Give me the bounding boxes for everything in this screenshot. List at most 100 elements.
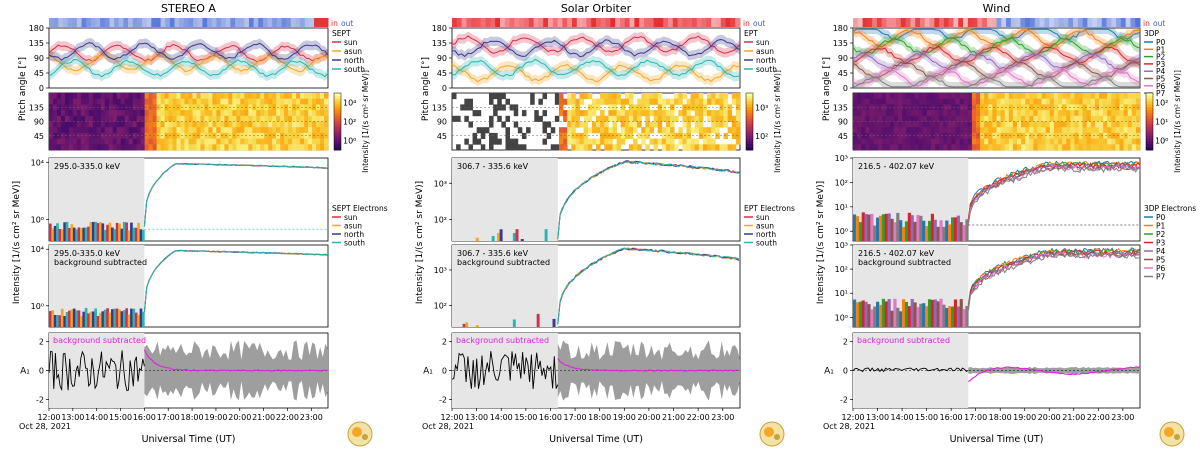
spectro-cell (292, 127, 297, 134)
spectro-cell (971, 138, 977, 145)
spectro-cell (1012, 121, 1018, 128)
spectro-cell (914, 115, 919, 122)
spectro-cell (108, 121, 114, 128)
spectro-cell (930, 121, 936, 128)
spectro-cell (1107, 110, 1112, 117)
spectro-cell (256, 115, 261, 122)
spectro-cell (702, 98, 708, 105)
spectro-cell (1033, 127, 1038, 134)
spectro-cell (947, 98, 952, 105)
pitch-line-south (48, 58, 329, 78)
spectro-cell (910, 115, 915, 122)
anisotropy-pre-trace (852, 367, 969, 373)
spectro-cell (1037, 127, 1042, 134)
spectro-cell (633, 121, 638, 128)
spectro-cell (906, 104, 911, 111)
polarity-bar-cell (1029, 18, 1036, 27)
spectro-cell (464, 104, 469, 111)
spectro-cell (922, 98, 928, 105)
colorbar-cell (334, 107, 341, 111)
spectro-cell (583, 121, 589, 128)
spectro-cell (68, 138, 74, 145)
spectro-cell (1070, 127, 1075, 134)
spectro-cell (926, 110, 932, 117)
spectro-cell (665, 98, 671, 105)
pitch-line-P4 (852, 52, 1141, 71)
spectro-cell (910, 104, 915, 111)
spectro-cell (633, 110, 638, 117)
spectro-cell (1111, 93, 1116, 100)
spectro-cell (600, 121, 605, 128)
background-bar (919, 215, 923, 241)
polarity-bar-cell (155, 18, 162, 27)
intensity-legend-P0: P0 (1156, 213, 1166, 222)
polarity-bar-cell (648, 18, 655, 27)
spectro-cell (1025, 115, 1030, 122)
spectro-cell (456, 115, 461, 122)
spectro-cell (690, 98, 696, 105)
spectro-cell (894, 127, 899, 134)
spectro-cell (284, 98, 289, 105)
logo-planet (1174, 434, 1180, 440)
x-tick-label: 19:00 (1013, 413, 1036, 422)
spectro-cell (853, 98, 858, 105)
spectro-cell (260, 98, 265, 105)
background-bar (515, 229, 519, 241)
spectro-cell (80, 132, 86, 139)
spectro-cell (1008, 110, 1014, 117)
spectro-cell (1021, 93, 1026, 100)
spectro-cell (690, 138, 696, 145)
intensity-line-P1 (967, 160, 1141, 219)
spectro-cell (877, 144, 883, 151)
spectro-cell (1074, 138, 1079, 145)
in-label: in (1143, 19, 1150, 28)
spectro-cell (534, 115, 539, 122)
spectro-cell (1025, 138, 1030, 145)
spectro-cell (268, 144, 273, 151)
pitch-tick-label: 0 (39, 84, 44, 93)
spectro-cell (1033, 138, 1038, 145)
spectro-cell (1070, 93, 1075, 100)
spectro-cell (220, 98, 225, 105)
spectro-cell (49, 138, 54, 145)
spectro-cell (272, 93, 277, 100)
spectro-cell (600, 132, 605, 139)
spectro-cell (853, 132, 858, 139)
spectro-cell (914, 127, 919, 134)
spectro-cell (715, 144, 720, 151)
spectro-cell (889, 132, 895, 139)
spectro-cell (76, 121, 82, 128)
spectro-cell (501, 93, 506, 100)
polarity-bar-cell (1053, 18, 1060, 27)
spectro-cell (1082, 115, 1088, 122)
spectro-cell (670, 138, 675, 145)
spectro-cell (571, 127, 576, 134)
spectro-cell (56, 98, 62, 105)
background-bar (49, 310, 52, 327)
background-bar (919, 303, 923, 327)
background-bar (75, 310, 78, 327)
spectro-cell (1062, 93, 1067, 100)
spectro-cell (300, 138, 305, 145)
background-bar (948, 224, 952, 241)
spectro-cell (571, 93, 576, 100)
spectro-cell (244, 144, 249, 151)
spectro-cell (92, 144, 98, 151)
colorbar-cell (746, 141, 753, 145)
spectro-cell (120, 110, 126, 117)
spectro-cell (1037, 138, 1042, 145)
spectro-cell (1049, 104, 1055, 111)
polarity-bar-cell (557, 18, 563, 27)
spectro-cell (272, 127, 277, 134)
x-tick-label: 18:00 (989, 413, 1012, 422)
spectro-cell (955, 121, 960, 128)
spectro-cell (861, 98, 866, 105)
polarity-bar-cell (151, 18, 157, 27)
intensity-tick-label: 10² (835, 178, 848, 187)
polarity-bar-cell (624, 18, 631, 27)
spectro-cell (1012, 138, 1018, 145)
spectro-cell (653, 138, 659, 145)
background-bar (101, 311, 105, 327)
colorbar-tick-label: 10² (343, 118, 356, 127)
spectro-cell (204, 144, 209, 151)
